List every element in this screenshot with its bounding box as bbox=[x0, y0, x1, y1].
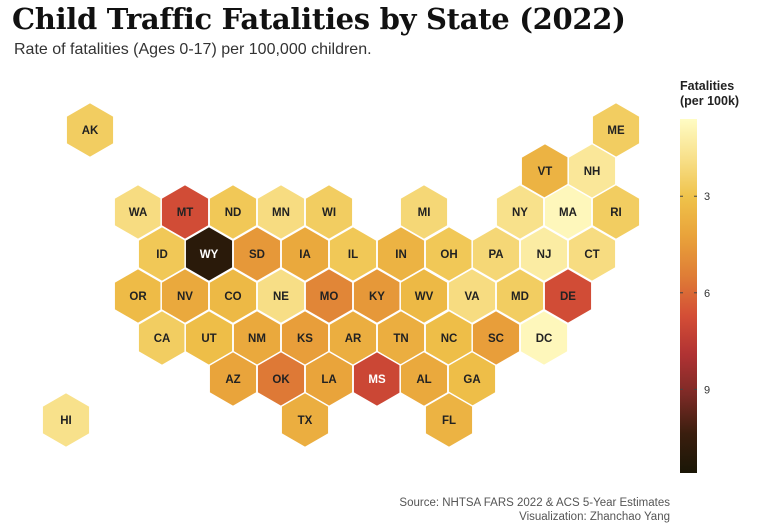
state-label: NH bbox=[584, 166, 601, 178]
state-hex-wv: WV bbox=[399, 267, 449, 325]
state-label: NY bbox=[512, 207, 528, 219]
color-legend: 3 6 9 bbox=[680, 119, 710, 473]
state-label: DE bbox=[560, 291, 576, 303]
state-label: IN bbox=[395, 249, 407, 261]
chart-title: Child Traffic Fatalities by State (2022) bbox=[12, 2, 626, 36]
state-label: IA bbox=[299, 249, 311, 261]
state-label: UT bbox=[201, 333, 216, 345]
state-label: CO bbox=[224, 291, 241, 303]
state-label: CT bbox=[584, 249, 599, 261]
caption-source: Source: NHTSA FARS 2022 & ACS 5-Year Est… bbox=[399, 497, 670, 509]
caption: Source: NHTSA FARS 2022 & ACS 5-Year Est… bbox=[399, 496, 670, 524]
state-label: OK bbox=[272, 374, 290, 386]
state-hex-al: AL bbox=[399, 350, 449, 408]
state-hex-md: MD bbox=[495, 267, 545, 325]
state-label: MN bbox=[272, 207, 290, 219]
legend-tick-label: 9 bbox=[704, 384, 710, 396]
state-hex-wi: WI bbox=[304, 183, 354, 241]
state-label: WA bbox=[129, 207, 148, 219]
legend-title-line2: (per 100k) bbox=[680, 94, 740, 108]
state-hex-shape bbox=[424, 391, 474, 449]
state-hexes: AK ME VT NH WA MT ND MN WI MI NY MA RI ID WY SD IA IL IN OH… bbox=[41, 101, 641, 449]
state-label: KS bbox=[297, 333, 313, 345]
state-label: AZ bbox=[225, 374, 240, 386]
state-hex-ca: CA bbox=[137, 309, 187, 367]
state-label: VA bbox=[464, 291, 479, 303]
state-label: NE bbox=[273, 291, 289, 303]
state-label: MA bbox=[559, 207, 577, 219]
state-label: SD bbox=[249, 249, 265, 261]
legend-title-line1: Fatalities bbox=[680, 79, 735, 93]
state-hex-wa: WA bbox=[113, 183, 163, 241]
state-hex-shape bbox=[65, 101, 115, 159]
state-label: KY bbox=[369, 291, 385, 303]
legend-tick-label: 6 bbox=[704, 288, 710, 300]
state-hex-tx: TX bbox=[280, 391, 330, 449]
state-label: AK bbox=[82, 125, 99, 137]
state-label: RI bbox=[610, 207, 622, 219]
state-hex-ak: AK bbox=[65, 101, 115, 159]
caption-credit: Visualization: Zhanchao Yang bbox=[519, 511, 670, 523]
state-label: ME bbox=[607, 125, 625, 137]
state-label: NM bbox=[248, 333, 266, 345]
state-hex-hi: HI bbox=[41, 391, 91, 449]
state-hex-az: AZ bbox=[208, 350, 258, 408]
state-hex-ms: MS bbox=[352, 350, 402, 408]
state-label: NV bbox=[177, 291, 193, 303]
legend-ticks: 3 6 9 bbox=[680, 191, 710, 396]
state-label: DC bbox=[536, 333, 553, 345]
legend-colorbar bbox=[680, 119, 697, 473]
state-label: HI bbox=[60, 415, 72, 427]
state-label: NJ bbox=[537, 249, 552, 261]
state-label: OR bbox=[129, 291, 147, 303]
state-label: WI bbox=[322, 207, 336, 219]
state-label: OH bbox=[440, 249, 457, 261]
legend-title: Fatalities (per 100k) bbox=[680, 79, 739, 109]
state-label: MO bbox=[320, 291, 339, 303]
state-label: LA bbox=[321, 374, 336, 386]
state-hex-sd: SD bbox=[232, 225, 282, 283]
state-label: ID bbox=[156, 249, 168, 261]
state-label: WY bbox=[200, 249, 219, 261]
state-label: VT bbox=[538, 166, 553, 178]
state-label: TX bbox=[298, 415, 313, 427]
chart-subtitle: Rate of fatalities (Ages 0-17) per 100,0… bbox=[14, 41, 372, 58]
state-label: FL bbox=[442, 415, 456, 427]
state-label: WV bbox=[415, 291, 434, 303]
state-label: SC bbox=[488, 333, 504, 345]
state-label: MS bbox=[368, 374, 386, 386]
state-label: GA bbox=[463, 374, 480, 386]
state-hex-shape bbox=[280, 391, 330, 449]
state-label: AL bbox=[416, 374, 431, 386]
state-hex-dc: DC bbox=[519, 309, 569, 367]
state-label: AR bbox=[345, 333, 362, 345]
legend-tick-label: 3 bbox=[704, 191, 710, 203]
state-hex-ct: CT bbox=[567, 225, 617, 283]
state-label: IL bbox=[348, 249, 358, 261]
state-label: MD bbox=[511, 291, 529, 303]
state-label: NC bbox=[441, 333, 458, 345]
state-label: MT bbox=[177, 207, 194, 219]
state-label: TN bbox=[393, 333, 408, 345]
state-label: MI bbox=[418, 207, 431, 219]
state-label: PA bbox=[488, 249, 503, 261]
state-label: CA bbox=[154, 333, 171, 345]
state-hex-fl: FL bbox=[424, 391, 474, 449]
state-hex-shape bbox=[41, 391, 91, 449]
state-label: ND bbox=[225, 207, 242, 219]
state-hex-shape bbox=[519, 309, 569, 367]
